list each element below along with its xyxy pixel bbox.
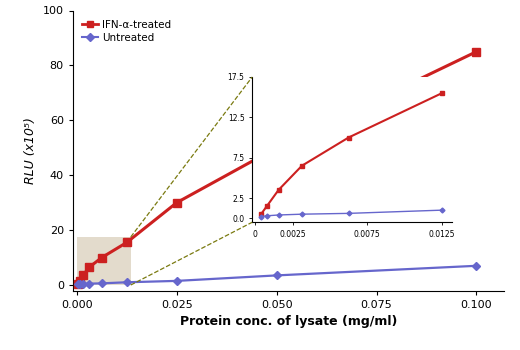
Y-axis label: RLU (x10⁵): RLU (x10⁵): [24, 117, 37, 184]
Bar: [77, 237, 131, 285]
X-axis label: Protein conc. of lysate (mg/ml): Protein conc. of lysate (mg/ml): [180, 315, 397, 328]
Legend: IFN-α-treated, Untreated: IFN-α-treated, Untreated: [78, 16, 175, 47]
